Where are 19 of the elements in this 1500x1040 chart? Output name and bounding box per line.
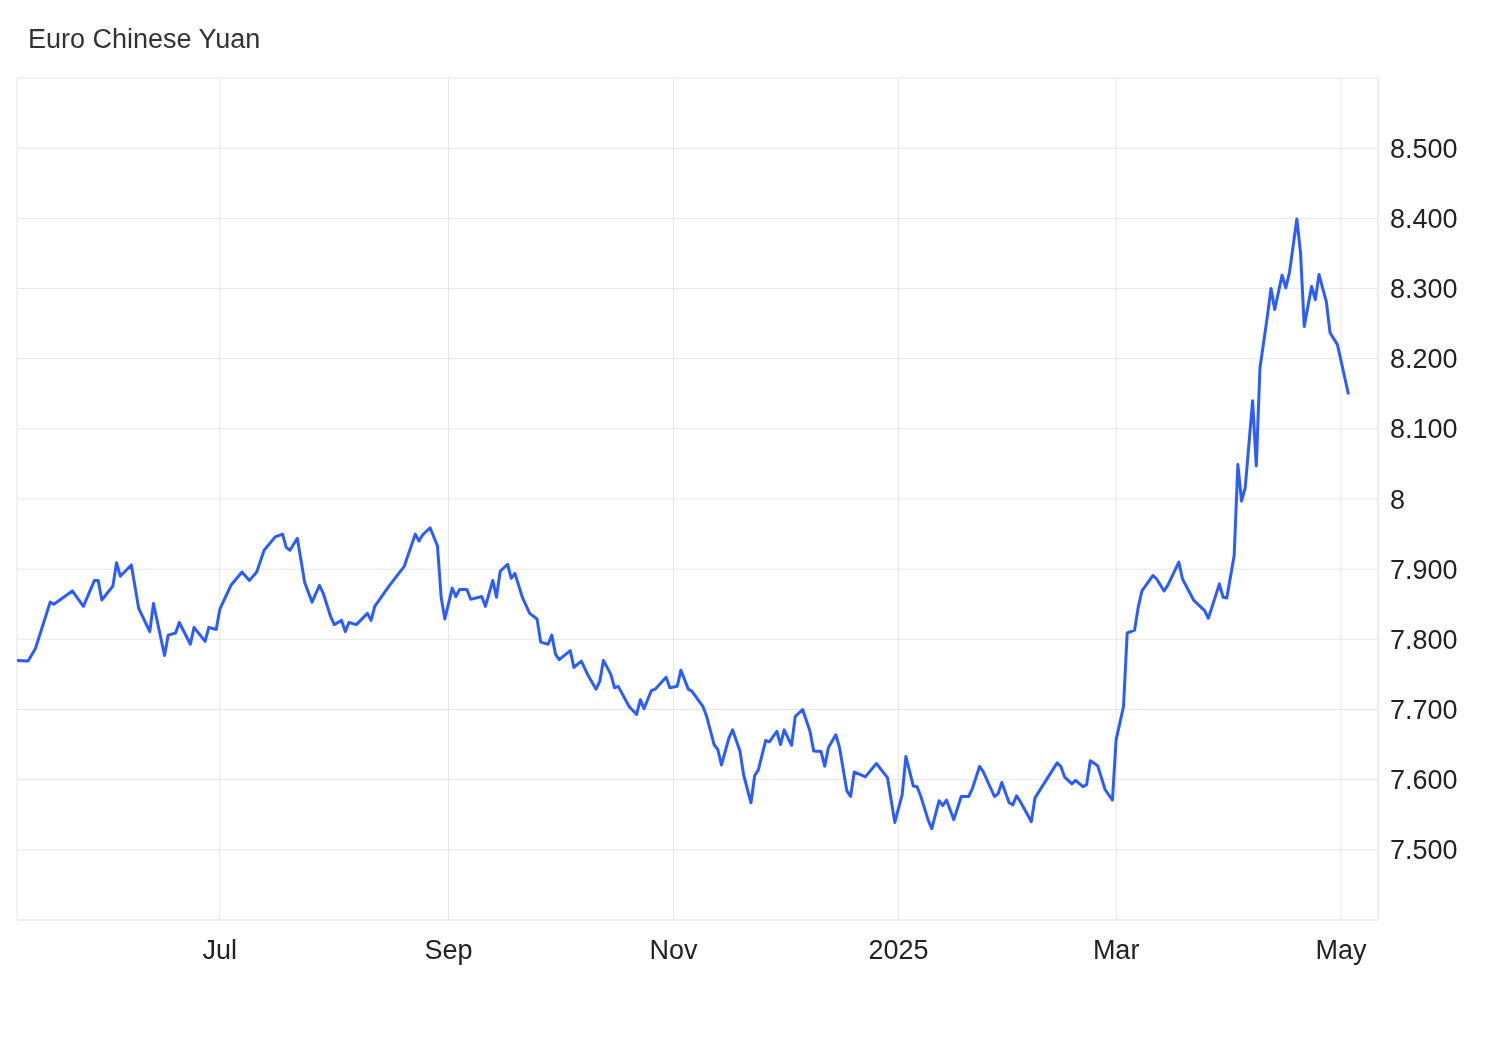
line-series xyxy=(17,217,1350,831)
y-tick-label: 8 xyxy=(1390,484,1406,515)
y-tick-label: 7.600 xyxy=(1390,765,1458,796)
x-tick-label: Nov xyxy=(649,935,699,966)
y-tick-label: 8.100 xyxy=(1390,414,1458,445)
x-tick-label: May xyxy=(1315,935,1368,966)
y-tick-label: 7.900 xyxy=(1390,554,1458,585)
chart-title: Euro Chinese Yuan xyxy=(27,23,262,56)
y-tick-label: 8.400 xyxy=(1390,203,1458,234)
y-tick-label: 7.500 xyxy=(1390,835,1458,866)
y-tick-label: 8.300 xyxy=(1390,274,1458,305)
y-tick-label: 8.200 xyxy=(1390,344,1458,375)
x-tick-label: Jul xyxy=(202,935,238,966)
y-tick-label: 8.500 xyxy=(1390,133,1458,164)
x-tick-label: Mar xyxy=(1092,935,1140,966)
y-tick-label: 7.700 xyxy=(1390,695,1458,726)
x-tick-label: 2025 xyxy=(868,935,929,966)
y-tick-label: 7.800 xyxy=(1390,624,1458,655)
x-tick-label: Sep xyxy=(424,935,473,966)
